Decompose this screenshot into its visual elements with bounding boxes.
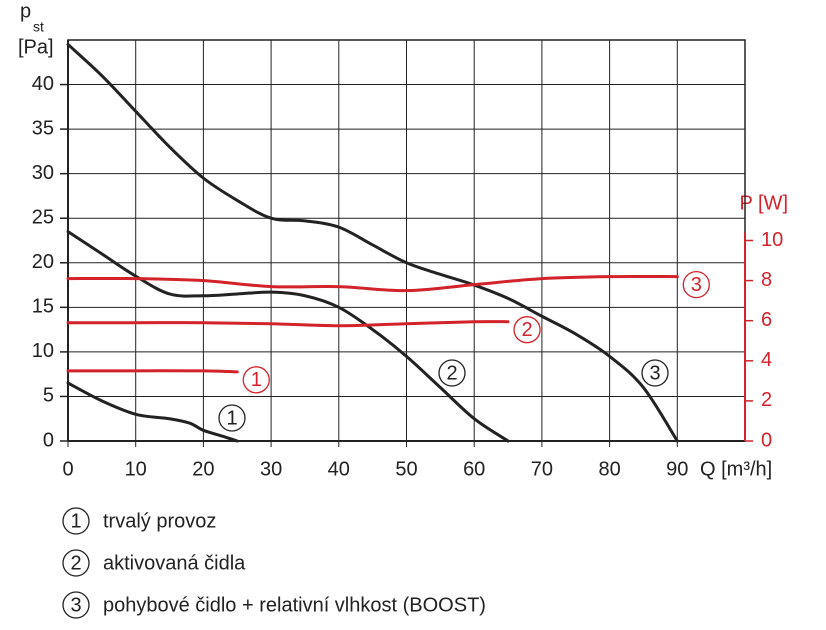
line-series bbox=[66, 381, 239, 443]
curve-label-circle bbox=[62, 591, 90, 619]
x-tick-label: 80 bbox=[598, 458, 620, 480]
curve-label: 2 bbox=[446, 362, 457, 384]
y-unit: [Pa] bbox=[18, 36, 54, 58]
y2-tick-label: 2 bbox=[761, 389, 772, 411]
curve-label-circle bbox=[513, 316, 541, 344]
y2-tick-label: 6 bbox=[761, 309, 772, 331]
y-tick-label: 15 bbox=[32, 296, 54, 318]
line-series bbox=[66, 274, 679, 293]
curve-label: 3 bbox=[70, 594, 81, 616]
legend-label: pohybové čidlo + relativní vlhkost (BOOS… bbox=[103, 594, 486, 616]
curve-label-circle bbox=[242, 366, 270, 394]
y2-tick-label: 0 bbox=[761, 429, 772, 451]
x-tick-label: 70 bbox=[531, 458, 553, 480]
curve-label: 2 bbox=[521, 319, 532, 341]
curve-label-circle bbox=[62, 549, 90, 577]
x-tick-label: 40 bbox=[328, 458, 350, 480]
curve-label: 1 bbox=[70, 510, 81, 532]
y-tick-label: 30 bbox=[32, 162, 54, 184]
curve-label-circle bbox=[682, 270, 710, 299]
y-label: p bbox=[20, 0, 31, 22]
x-tick-label: 30 bbox=[260, 458, 282, 480]
curve-label-circle bbox=[641, 359, 669, 387]
y-tick-label: 40 bbox=[32, 73, 54, 95]
y-tick-label: 25 bbox=[32, 207, 54, 229]
x-tick-label: 0 bbox=[62, 458, 73, 480]
y2-tick-label: 4 bbox=[761, 349, 772, 371]
x-label: Q [m³/h] bbox=[700, 458, 772, 480]
curve-label: 3 bbox=[649, 362, 660, 384]
y2-tick-label: 8 bbox=[761, 269, 772, 291]
curve-label: 2 bbox=[70, 552, 81, 574]
curve-label: 1 bbox=[251, 369, 262, 391]
curve-label: 3 bbox=[691, 274, 702, 296]
y2-tick-label: 10 bbox=[761, 229, 783, 251]
y-label-sub: st bbox=[33, 19, 44, 35]
x-tick-label: 10 bbox=[125, 458, 147, 480]
line-series bbox=[66, 369, 239, 374]
legend-label: trvalý provoz bbox=[103, 510, 216, 532]
curve-label: 1 bbox=[226, 407, 237, 429]
y-tick-label: 0 bbox=[43, 429, 54, 451]
x-tick-label: 50 bbox=[395, 458, 417, 480]
x-tick-label: 20 bbox=[192, 458, 214, 480]
line-series bbox=[66, 42, 679, 443]
y-tick-label: 20 bbox=[32, 251, 54, 273]
y-tick-label: 10 bbox=[32, 340, 54, 362]
x-tick-label: 90 bbox=[666, 458, 688, 480]
curve-label-circle bbox=[62, 507, 90, 535]
y-tick-label: 5 bbox=[43, 385, 54, 407]
legend-label: aktivovaná čidla bbox=[103, 552, 246, 574]
line-series bbox=[66, 320, 510, 328]
y2-label: P [W] bbox=[739, 192, 788, 214]
curve-label-circle bbox=[438, 359, 466, 387]
y-tick-label: 35 bbox=[32, 117, 54, 139]
curve-label-circle bbox=[218, 404, 246, 432]
x-tick-label: 60 bbox=[463, 458, 485, 480]
